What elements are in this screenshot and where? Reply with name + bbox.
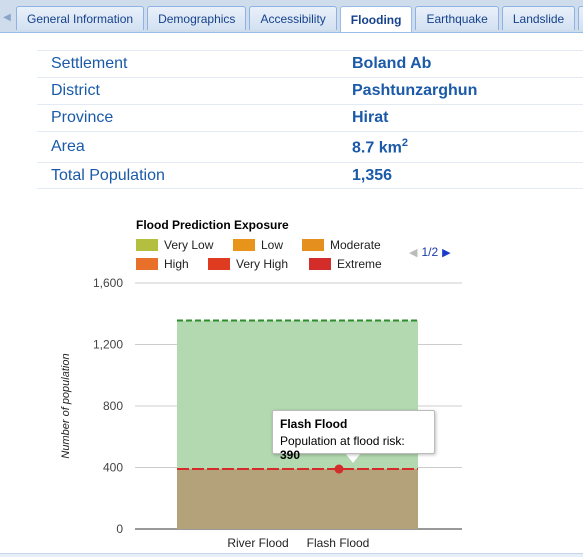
x-category-label: Flash Flood — [307, 536, 370, 550]
y-tick-label: 800 — [103, 399, 123, 413]
area-number: 8.7 km — [352, 139, 402, 157]
flood-risk-bar — [177, 469, 418, 529]
y-tick-label: 1,200 — [93, 338, 123, 352]
legend-title: Flood Prediction Exposure — [136, 218, 289, 232]
legend-pager: ◀ 1/2 ▶ — [409, 245, 451, 259]
district-value: Pashtunzarghun — [352, 82, 478, 99]
legend-item-moderate[interactable]: Moderate — [302, 238, 381, 252]
bottom-border — [0, 553, 583, 557]
area-unit-superscript: 2 — [401, 136, 408, 149]
tab-landslide[interactable]: Landslide — [501, 6, 576, 30]
tab-general-information[interactable]: General Information — [16, 6, 145, 30]
legend-item-very-high[interactable]: Very High — [208, 257, 288, 271]
settlement-info-table: Settlement Boland Ab District Pashtunzar… — [37, 50, 583, 189]
tab-demographics[interactable]: Demographics — [147, 6, 247, 30]
legend-item-high[interactable]: High — [136, 257, 189, 271]
info-row-settlement: Settlement Boland Ab — [37, 50, 583, 77]
legend-prev-icon[interactable]: ◀ — [409, 246, 418, 259]
x-category-label: River Flood — [227, 536, 288, 550]
tab-bar: ◀ General Information Demographics Accessi… — [0, 0, 583, 33]
info-row-population: Total Population 1,356 — [37, 162, 583, 189]
legend-page-indicator: 1/2 — [421, 245, 439, 259]
y-axis-label: Number of population — [60, 353, 72, 458]
legend-swatch — [136, 258, 158, 270]
tab-weather[interactable]: Weather — [578, 6, 583, 30]
tooltip-tail — [345, 453, 361, 463]
info-row-area: Area 8.7 km2 — [37, 131, 583, 162]
legend-item-low[interactable]: Low — [233, 238, 283, 252]
legend-swatch — [302, 239, 324, 251]
province-label: Province — [51, 109, 114, 126]
y-tick-label: 1,600 — [93, 276, 123, 290]
legend-label: Moderate — [330, 238, 381, 252]
province-value: Hirat — [352, 109, 389, 126]
tooltip: Flash Flood Population at flood risk: 39… — [272, 410, 435, 462]
flash-flood-point — [334, 464, 344, 474]
info-row-district: District Pashtunzarghun — [37, 77, 583, 104]
info-row-province: Province Hirat — [37, 104, 583, 131]
area-value: 8.7 km2 — [352, 137, 408, 157]
legend-label: Very Low — [164, 238, 214, 252]
tooltip-text: Population at flood risk: — [280, 434, 405, 448]
tooltip-value: 390 — [280, 448, 301, 462]
district-label: District — [51, 82, 100, 99]
chart-plot: 0 400 800 1,200 1,600 Number of population Riv… — [60, 276, 462, 550]
legend-swatch — [233, 239, 255, 251]
settlement-label: Settlement — [51, 55, 128, 72]
tab-earthquake[interactable]: Earthquake — [415, 6, 499, 30]
population-value: 1,356 — [352, 166, 393, 184]
tooltip-body: Population at flood risk: 390 — [280, 434, 427, 462]
tab-accessibility[interactable]: Accessibility — [249, 6, 337, 30]
legend-label: Very High — [236, 257, 289, 271]
tab-scroll-left-icon[interactable]: ◀ — [3, 11, 11, 23]
area-label: Area — [51, 138, 85, 155]
legend-label: Extreme — [337, 257, 382, 271]
y-tick-label: 400 — [103, 461, 123, 475]
legend-label: High — [164, 257, 189, 271]
legend-next-icon[interactable]: ▶ — [442, 246, 451, 259]
legend-swatch — [309, 258, 331, 270]
tab-flooding[interactable]: Flooding — [339, 6, 413, 32]
tooltip-title: Flash Flood — [280, 417, 348, 431]
legend-swatch — [208, 258, 230, 270]
settlement-value: Boland Ab — [352, 55, 432, 72]
legend-swatch — [136, 239, 158, 251]
flood-exposure-chart: Flood Prediction Exposure Very Low Low Mod… — [0, 205, 583, 557]
population-label: Total Population — [51, 166, 165, 184]
y-tick-label: 0 — [116, 522, 123, 536]
tab-list: General Information Demographics Accessibi… — [16, 6, 583, 32]
legend-item-extreme[interactable]: Extreme — [309, 257, 382, 271]
legend-item-very-low[interactable]: Very Low — [136, 238, 213, 252]
legend-label: Low — [261, 238, 284, 252]
